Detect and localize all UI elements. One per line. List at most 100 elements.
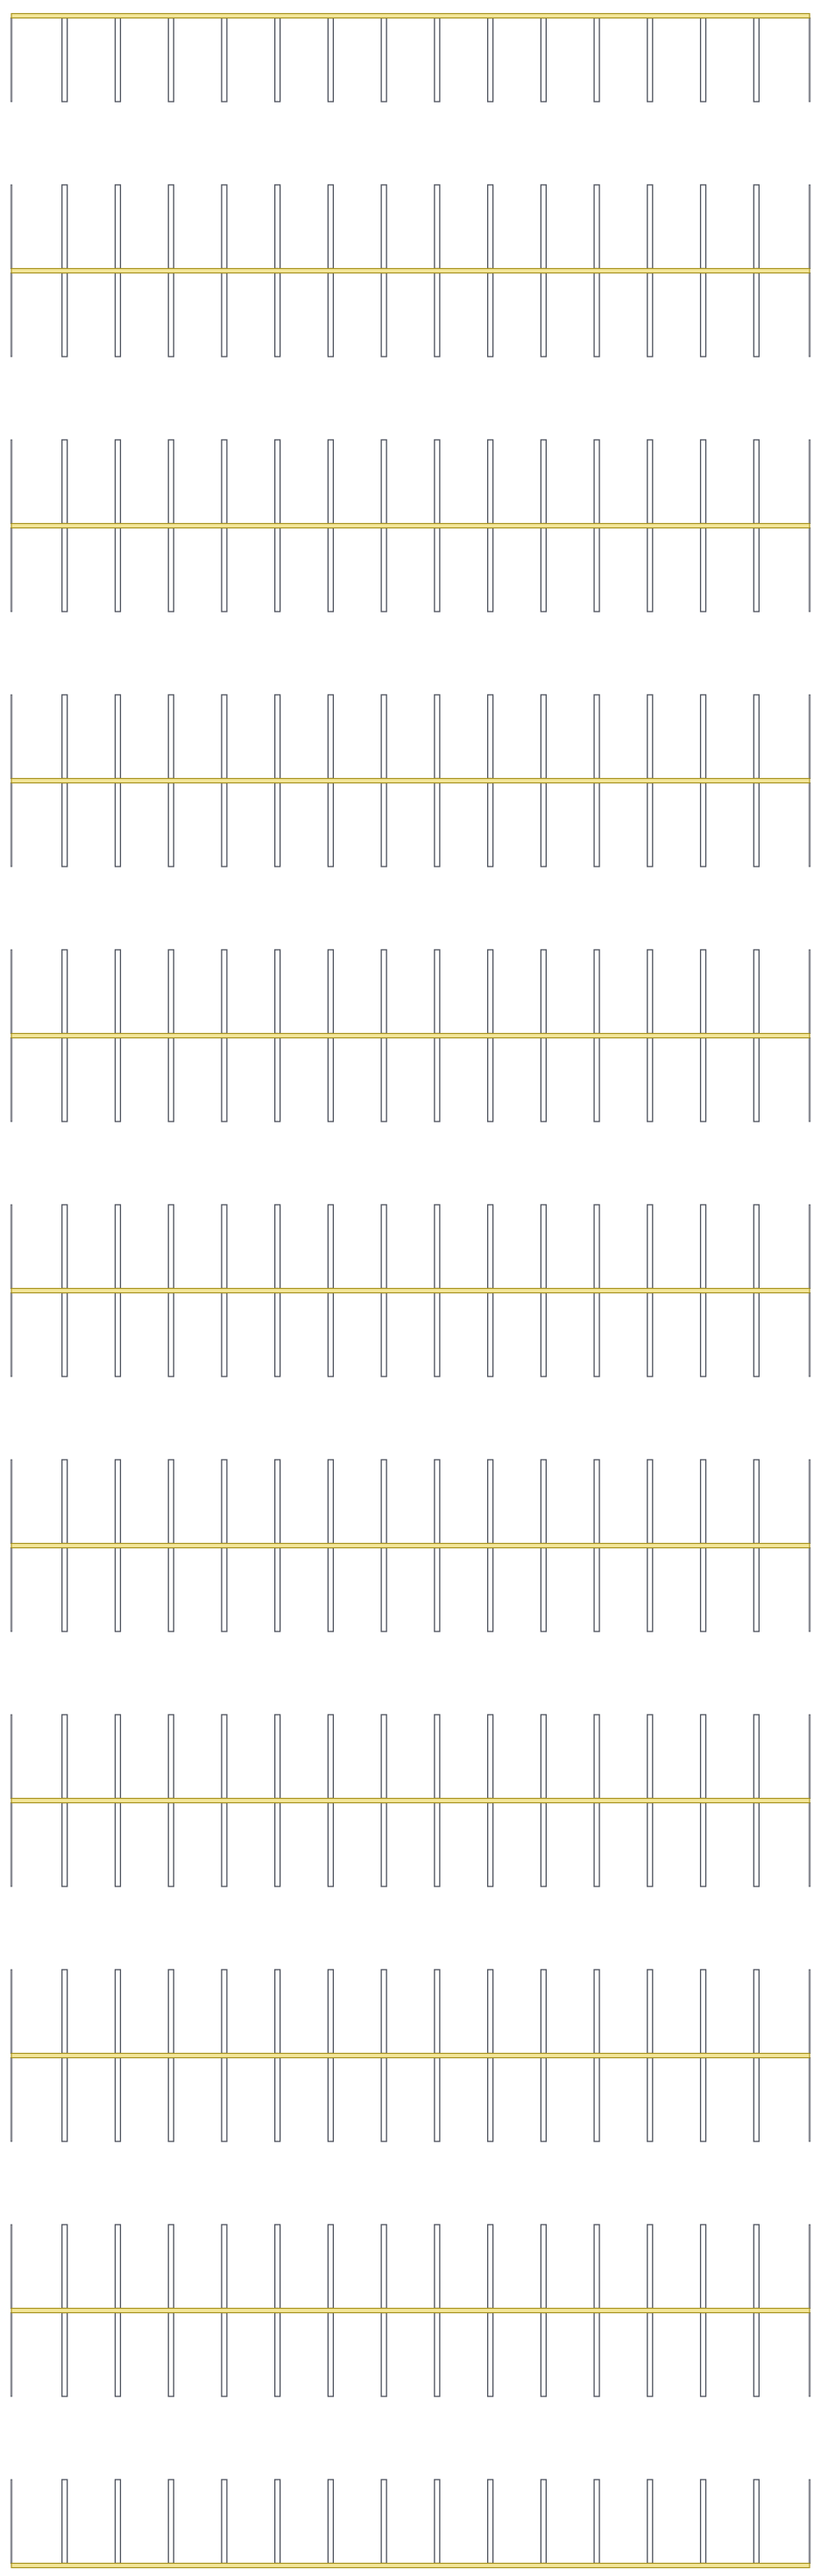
fence-post: [167, 439, 174, 525]
fence-post: [221, 1459, 228, 1545]
fence-post: [593, 694, 600, 780]
fence-post: [221, 2224, 228, 2310]
fence-post: [61, 184, 68, 270]
fence-post: [380, 272, 387, 357]
fence-post: [434, 1204, 441, 1290]
fence-post: [808, 782, 811, 867]
fence-post: [10, 694, 13, 779]
fence-post: [486, 184, 494, 270]
fence-post: [699, 1037, 707, 1122]
fence-post: [593, 782, 600, 867]
fence-post: [540, 2056, 547, 2142]
fence-post: [647, 1204, 654, 1290]
fence-band: [10, 2224, 811, 2397]
fence-post: [593, 439, 600, 525]
fence-post: [647, 1037, 654, 1122]
fence-post: [808, 272, 811, 357]
fence-post: [61, 1037, 68, 1122]
fence-post: [167, 1204, 174, 1290]
fence-post: [61, 439, 68, 525]
fence-post: [114, 694, 122, 780]
fence-band: [10, 949, 811, 1122]
fence-post: [593, 527, 600, 612]
fence-band: [10, 2479, 811, 2569]
fence-post: [221, 782, 228, 867]
fence-post: [647, 527, 654, 612]
fence-post: [274, 17, 281, 103]
fence-post: [593, 2311, 600, 2397]
fence-post: [114, 1037, 122, 1122]
fence-post: [114, 1204, 122, 1290]
fence-post: [274, 184, 281, 270]
fence-post: [380, 949, 387, 1035]
fence-post: [327, 2311, 335, 2397]
fence-post: [10, 782, 13, 867]
fence-post: [380, 1546, 387, 1632]
fence-post: [808, 2224, 811, 2309]
fence-post: [593, 1459, 600, 1545]
fence-post: [647, 1292, 654, 1377]
fence-post: [434, 184, 441, 270]
fence-post: [699, 1546, 707, 1632]
fence-post: [753, 1204, 760, 1290]
fence-post: [593, 2479, 600, 2565]
fence-bands: [10, 12, 811, 2569]
fence-post: [274, 949, 281, 1035]
fence-post: [274, 2056, 281, 2142]
fence-post: [167, 1037, 174, 1122]
fence-post: [61, 2056, 68, 2142]
fence-post: [327, 184, 335, 270]
fence-post: [699, 782, 707, 867]
fence-band: [10, 439, 811, 612]
fence-post: [167, 527, 174, 612]
fence-post: [10, 439, 13, 524]
fence-post: [434, 527, 441, 612]
fence-post: [10, 184, 13, 269]
fence-post: [540, 782, 547, 867]
fence-post: [380, 184, 387, 270]
fence-post: [221, 1292, 228, 1377]
fence-post: [753, 17, 760, 103]
fence-post: [10, 2479, 13, 2564]
fence-post: [647, 272, 654, 357]
fence-post: [753, 272, 760, 357]
fence-post: [167, 1546, 174, 1632]
fence-post: [61, 2479, 68, 2565]
fence-post: [10, 1459, 13, 1544]
fence-post: [753, 527, 760, 612]
fence-post: [167, 2056, 174, 2142]
fence-post: [221, 2056, 228, 2142]
fence-post: [647, 1801, 654, 1887]
fence-post: [486, 527, 494, 612]
fence-post: [61, 1292, 68, 1377]
fence-band: [10, 12, 811, 103]
fence-post: [10, 949, 13, 1034]
fence-post: [593, 184, 600, 270]
fence-post: [699, 2479, 707, 2565]
fence-post: [380, 1801, 387, 1887]
fence-post: [808, 1037, 811, 1122]
fence-post: [540, 17, 547, 103]
fence-post: [753, 1714, 760, 1800]
fence-post: [486, 1037, 494, 1122]
fence-post: [10, 272, 13, 357]
fence-post: [699, 2056, 707, 2142]
fence-post: [486, 272, 494, 357]
fence-post: [167, 1459, 174, 1545]
fence-post: [808, 439, 811, 524]
fence-post: [327, 272, 335, 357]
fence-post: [167, 2479, 174, 2565]
fence-post: [540, 1801, 547, 1887]
fence-post: [274, 2311, 281, 2397]
fence-post: [327, 1459, 335, 1545]
fence-post: [327, 1714, 335, 1800]
fence-post: [434, 949, 441, 1035]
fence-post: [221, 439, 228, 525]
fence-post: [486, 2056, 494, 2142]
fence-post: [647, 1546, 654, 1632]
fence-post: [327, 1546, 335, 1632]
fence-post: [699, 272, 707, 357]
fence-post: [699, 1204, 707, 1290]
fence-post: [10, 1037, 13, 1122]
fence-post: [647, 439, 654, 525]
